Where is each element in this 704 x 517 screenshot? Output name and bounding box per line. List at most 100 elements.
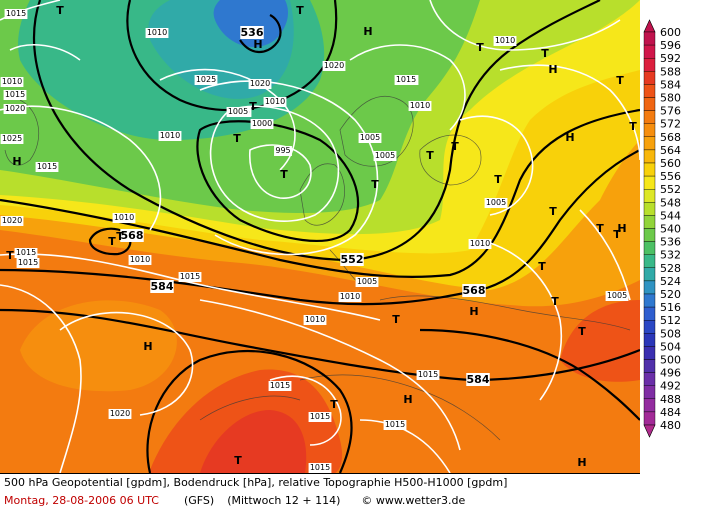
legend-swatch — [643, 31, 656, 46]
isobar-label-bg — [484, 198, 508, 208]
low-pressure-marker: T — [426, 149, 434, 162]
isobar-label: 1010 — [470, 239, 490, 248]
legend-swatch — [643, 136, 656, 151]
isobar-label-bg — [322, 61, 346, 71]
isobar-label-bg — [308, 412, 332, 422]
legend-level-label: 588 — [660, 65, 681, 78]
isobar-label: 1015 — [310, 412, 330, 421]
isobar-label-bg — [178, 272, 202, 282]
legend-swatch — [643, 346, 656, 360]
low-pressure-marker: T — [494, 173, 502, 186]
isobar-label: 1020 — [250, 79, 270, 88]
isobar-label: 1015 — [16, 248, 36, 257]
low-pressure-marker: T — [616, 74, 624, 87]
legend-swatch — [643, 254, 656, 268]
isobar-label-bg — [145, 28, 169, 38]
isohypse-label-bg — [240, 26, 264, 39]
legend-swatch — [643, 293, 656, 308]
isobar-label: 995 — [275, 146, 290, 155]
isohypse-584 — [146, 349, 353, 473]
isobar-label-bg — [0, 216, 24, 226]
footer-date: Montag, 28-08-2006 06 UTC — [4, 494, 159, 507]
legend-swatch — [643, 228, 656, 242]
isobar-label-bg — [493, 36, 517, 46]
legend-level-label: 560 — [660, 157, 681, 170]
isobar-label: 1000 — [252, 119, 272, 128]
weather-map: 5365685525845685841015101010251020101510… — [0, 0, 641, 474]
isobar-label-bg — [35, 162, 59, 172]
legend: 600 596 592 588 584 580 576 572 568 564 560 556 552 5… — [640, 0, 704, 513]
isohypse-568-w — [88, 227, 132, 256]
isobar-label: 1010 — [265, 97, 285, 106]
low-pressure-marker: T — [108, 235, 116, 248]
high-pressure-marker: H — [577, 456, 586, 469]
legend-level-label: 596 — [660, 39, 681, 52]
isohypse-560 — [0, 108, 640, 278]
high-pressure-marker: H — [469, 305, 478, 318]
legend-swatch — [643, 97, 656, 111]
isohypse-label-bg — [120, 229, 144, 242]
legend-level-label: 568 — [660, 131, 681, 144]
isobar-label-bg — [274, 146, 292, 156]
low-pressure-marker: T — [234, 454, 242, 467]
isobar-label: 1015 — [270, 381, 290, 390]
isobar-label-bg — [263, 97, 287, 107]
legend-swatch — [643, 71, 656, 85]
legend-level-label: 592 — [660, 52, 681, 65]
high-pressure-marker: H — [363, 25, 372, 38]
legend-level-label: 496 — [660, 367, 681, 380]
isobar-label: 1015 — [6, 9, 26, 18]
legend-level-label: 504 — [660, 340, 681, 353]
legend-level-label: 576 — [660, 105, 681, 118]
isohypse-label-bg — [340, 253, 364, 266]
isobar-label-bg — [394, 75, 418, 85]
legend-scale: 6005965925885845805765725685645605565525… — [643, 19, 681, 438]
legend-level-label: 540 — [660, 223, 681, 236]
isobar-label: 1020 — [5, 104, 25, 113]
isobar-label-bg — [303, 315, 327, 325]
legend-level-label: 600 — [660, 26, 681, 39]
isohypse-label: 552 — [341, 253, 364, 266]
isobar-label-bg — [226, 107, 250, 117]
legend-swatch — [643, 44, 656, 59]
isobar-label-bg — [355, 277, 379, 287]
isobar-label: 1015 — [310, 463, 330, 472]
isobar-label-bg — [108, 409, 132, 419]
legend-swatch — [643, 306, 656, 321]
isobar-label-bg — [308, 463, 332, 473]
isohypse-576 — [0, 308, 640, 382]
high-pressure-marker: H — [253, 38, 262, 51]
isobar-label: 1005 — [486, 198, 506, 207]
isobar-label: 1015 — [418, 370, 438, 379]
high-pressure-marker: H — [565, 131, 574, 144]
isobar-label-bg — [408, 101, 432, 111]
isobar-label-bg — [16, 258, 40, 268]
isobar-label: 1015 — [396, 75, 416, 84]
isobar-label-bg — [0, 77, 24, 87]
low-pressure-marker: T — [551, 295, 559, 308]
isobar-label: 1015 — [5, 90, 25, 99]
isobar-label-bg — [194, 75, 218, 85]
legend-level-label: 580 — [660, 92, 681, 105]
field-584-east — [560, 300, 640, 382]
isobar-label-bg — [605, 291, 629, 301]
high-pressure-marker: H — [617, 222, 626, 235]
isohypse-552-inner — [196, 120, 360, 242]
isohypse-label-bg — [466, 373, 490, 386]
legend-swatch — [643, 149, 656, 164]
legend-swatch — [643, 84, 656, 98]
low-pressure-marker: T — [476, 41, 484, 54]
isobar-label-bg — [468, 239, 492, 249]
legend-swatch — [643, 215, 656, 229]
low-pressure-marker: T — [330, 398, 338, 411]
legend-level-label: 488 — [660, 393, 681, 406]
legend-swatch — [643, 398, 656, 413]
legend-swatch — [643, 123, 656, 137]
isohypse-label: 568 — [463, 284, 486, 297]
footer-details: Montag, 28-08-2006 06 UTC (GFS) (Mittwoc… — [4, 494, 465, 507]
high-pressure-marker: H — [143, 340, 152, 353]
legend-level-label: 556 — [660, 170, 681, 183]
low-pressure-marker: T — [578, 325, 586, 338]
isobar-label: 1025 — [196, 75, 216, 84]
legend-bottom-arrow — [643, 424, 656, 438]
